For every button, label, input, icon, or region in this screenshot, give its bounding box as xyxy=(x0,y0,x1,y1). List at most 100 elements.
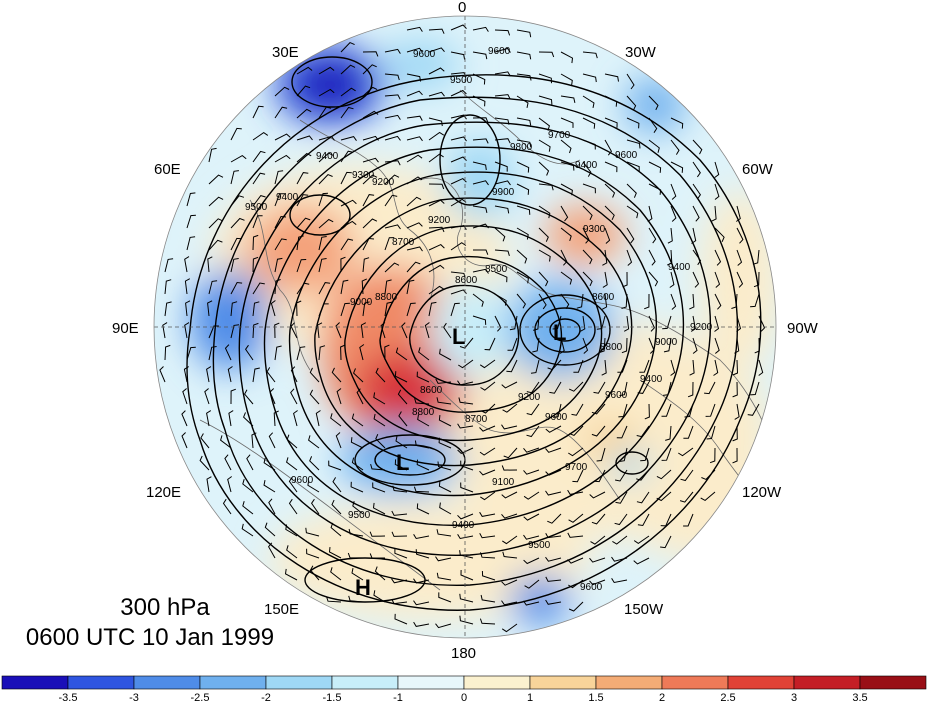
wind-barb xyxy=(384,279,392,295)
low-center-south: L xyxy=(396,450,409,475)
wind-barb xyxy=(362,64,377,75)
wind-barb xyxy=(633,535,650,545)
wind-barb xyxy=(435,623,452,629)
wind-barb xyxy=(375,434,386,449)
wind-barb xyxy=(479,447,496,456)
wind-barb xyxy=(559,337,565,354)
contour-label: 9600 xyxy=(580,582,603,593)
wind-barb xyxy=(516,271,529,284)
wind-barb xyxy=(636,469,650,481)
wind-barb xyxy=(318,282,331,295)
wind-barb xyxy=(538,95,553,105)
wind-barb xyxy=(392,485,408,493)
wind-barb xyxy=(714,271,721,288)
wind-barb xyxy=(414,440,430,449)
wind-barb xyxy=(274,170,284,185)
wind-barb xyxy=(538,183,554,191)
wind-barb xyxy=(601,359,607,376)
colorbar-swatch xyxy=(661,675,729,690)
wind-barb xyxy=(626,249,633,266)
colorbar-swatch xyxy=(463,675,531,690)
wind-barb xyxy=(340,87,356,97)
wind-barb xyxy=(308,435,320,449)
wind-barb xyxy=(362,174,378,185)
lon-label-0: 0 xyxy=(458,0,466,16)
wind-barb xyxy=(648,315,655,332)
wind-barb xyxy=(602,271,608,288)
wind-barb xyxy=(560,271,573,285)
lon-label-120w: 120W xyxy=(742,484,782,501)
wind-barb xyxy=(296,194,309,207)
wind-barb xyxy=(648,95,659,111)
wind-barb xyxy=(711,205,717,222)
wind-barb xyxy=(571,403,584,416)
contour-label: 9200 xyxy=(428,215,451,226)
wind-barb xyxy=(428,301,437,317)
wind-barb xyxy=(472,315,487,325)
wind-barb xyxy=(494,94,511,100)
wind-barb xyxy=(619,447,628,462)
wind-barb xyxy=(472,95,486,107)
contour-label: 8800 xyxy=(600,342,623,353)
wind-barb xyxy=(384,94,401,100)
wind-barb xyxy=(516,117,532,126)
wind-barb xyxy=(661,403,672,417)
wind-barb xyxy=(243,412,254,427)
wind-barb xyxy=(450,136,467,142)
wind-barb xyxy=(494,249,510,257)
wind-barb xyxy=(545,599,562,605)
wind-barb xyxy=(604,73,619,82)
wind-barb xyxy=(274,154,291,163)
wind-barb xyxy=(428,47,445,53)
wind-barb xyxy=(296,108,312,119)
wind-barb xyxy=(648,227,657,244)
wind-barb xyxy=(406,196,422,207)
wind-barb xyxy=(184,322,190,339)
wind-barb xyxy=(538,51,555,58)
wind-barb xyxy=(317,322,323,339)
wind-barb xyxy=(296,152,312,163)
wind-barb xyxy=(353,368,364,383)
wind-barb xyxy=(227,476,232,493)
colorbar-tick-label: 3.5 xyxy=(852,692,867,702)
wind-barb xyxy=(648,183,662,195)
wind-barb xyxy=(159,366,166,383)
wind-barb xyxy=(532,337,540,353)
wind-barb xyxy=(582,51,598,59)
wind-barb xyxy=(350,481,364,493)
wind-barb xyxy=(413,578,430,584)
wind-barb xyxy=(732,359,739,376)
contour-label: 9400 xyxy=(575,160,598,171)
wind-barb xyxy=(318,345,326,361)
wind-barb xyxy=(494,71,511,77)
wind-barb xyxy=(545,532,562,539)
wind-barb xyxy=(732,447,738,464)
wind-barb xyxy=(568,447,584,457)
wind-barb xyxy=(296,259,307,273)
wind-barb xyxy=(406,90,423,97)
wind-barb xyxy=(208,174,224,185)
wind-barb xyxy=(416,371,430,383)
wind-barb xyxy=(545,447,562,453)
wind-barb xyxy=(472,268,489,274)
wind-barb xyxy=(547,513,562,524)
wind-barb xyxy=(752,249,760,265)
wind-barb xyxy=(617,359,628,373)
wind-barb xyxy=(428,199,445,207)
wind-barb xyxy=(186,192,196,207)
wind-barb xyxy=(293,410,298,427)
wind-barb xyxy=(582,271,593,287)
wind-barb xyxy=(647,205,653,222)
wind-barb xyxy=(626,205,639,219)
wind-barb xyxy=(560,249,568,266)
wind-barb xyxy=(252,195,266,207)
wind-barb xyxy=(351,457,364,471)
wind-barb xyxy=(252,215,263,229)
wind-barb xyxy=(164,344,171,361)
wind-barb xyxy=(754,337,760,354)
wind-barb xyxy=(438,481,452,493)
wind-barb xyxy=(615,491,628,504)
wind-barb xyxy=(572,469,584,483)
wind-barb xyxy=(362,218,378,229)
